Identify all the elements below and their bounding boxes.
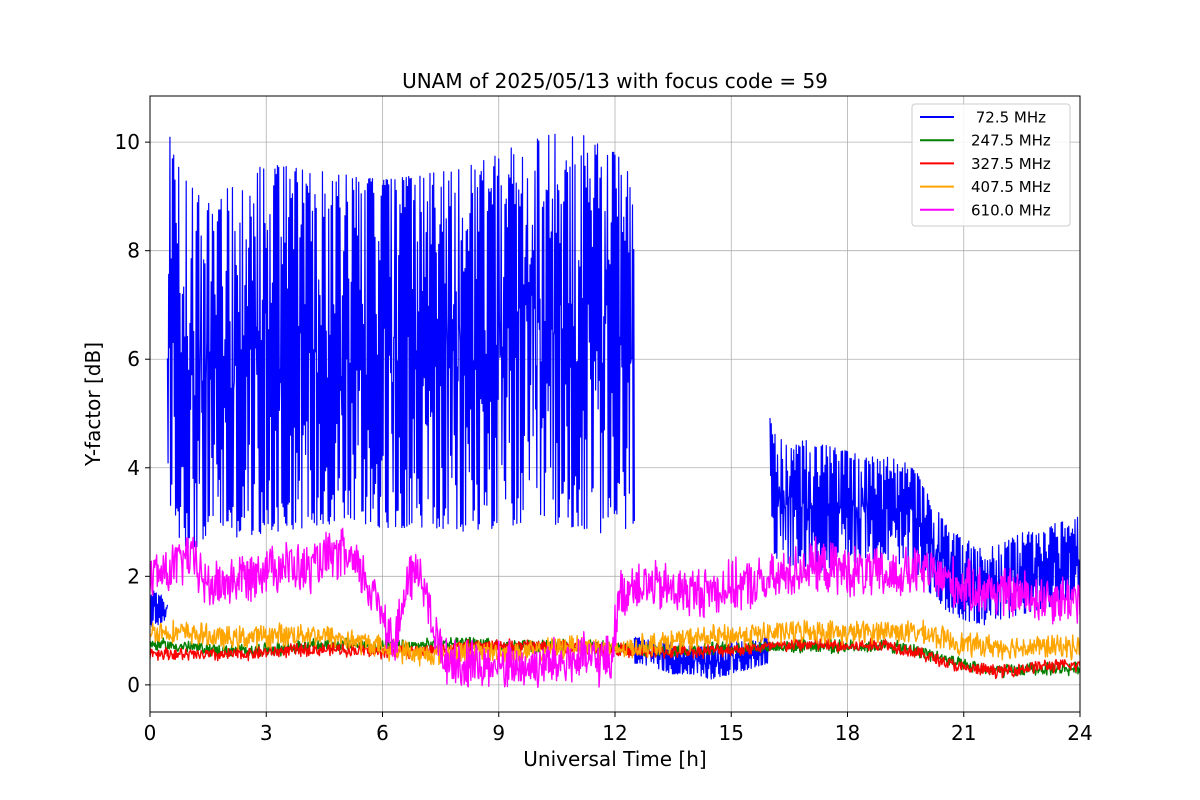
x-tick-label: 12 xyxy=(602,721,627,745)
legend-label: 247.5 MHz xyxy=(971,132,1051,150)
y-tick-label: 6 xyxy=(127,347,140,371)
x-tick-label: 24 xyxy=(1067,721,1092,745)
plot-area xyxy=(150,133,1080,688)
y-tick-label: 10 xyxy=(115,130,140,154)
series-line-3 xyxy=(150,619,1080,667)
series-4 xyxy=(150,527,1080,688)
x-tick-label: 0 xyxy=(144,721,157,745)
y-tick-label: 2 xyxy=(127,564,140,588)
legend-label: 72.5 MHz xyxy=(971,109,1046,127)
series-2 xyxy=(150,637,1080,680)
series-layer xyxy=(150,133,1080,688)
y-tick-label: 4 xyxy=(127,456,140,480)
series-line-2 xyxy=(150,637,1080,680)
series-3 xyxy=(150,619,1080,667)
x-tick-label: 3 xyxy=(260,721,273,745)
legend: 72.5 MHz 247.5 MHz 327.5 MHz 407.5 MHz 610.0… xyxy=(911,103,1071,227)
x-axis: 0 3 6 9 12 15 18 21 24 xyxy=(144,712,1093,745)
x-tick-label: 9 xyxy=(492,721,505,745)
y-tick-label: 0 xyxy=(127,673,140,697)
legend-label: 407.5 MHz xyxy=(971,178,1051,196)
legend-label: 610.0 MHz xyxy=(971,201,1051,219)
legend-label: 327.5 MHz xyxy=(971,155,1051,173)
y-tick-label: 8 xyxy=(127,239,140,263)
x-axis-label: Universal Time [h] xyxy=(523,747,706,771)
y-axis-label: Y-factor [dB] xyxy=(81,342,105,467)
x-tick-label: 15 xyxy=(719,721,744,745)
x-tick-label: 18 xyxy=(835,721,860,745)
series-line-4 xyxy=(150,527,1080,688)
x-tick-label: 6 xyxy=(376,721,389,745)
x-tick-label: 21 xyxy=(951,721,976,745)
series-line-72-5-segment-0 xyxy=(150,590,169,628)
chart-title: UNAM of 2025/05/13 with focus code = 59 xyxy=(402,69,828,93)
y-axis: 0 2 4 6 8 10 xyxy=(115,130,150,697)
legend-box xyxy=(911,103,1071,227)
series-line-72-5-segment-1 xyxy=(166,133,635,549)
series-line-72-5-segment-3 xyxy=(769,417,1080,626)
